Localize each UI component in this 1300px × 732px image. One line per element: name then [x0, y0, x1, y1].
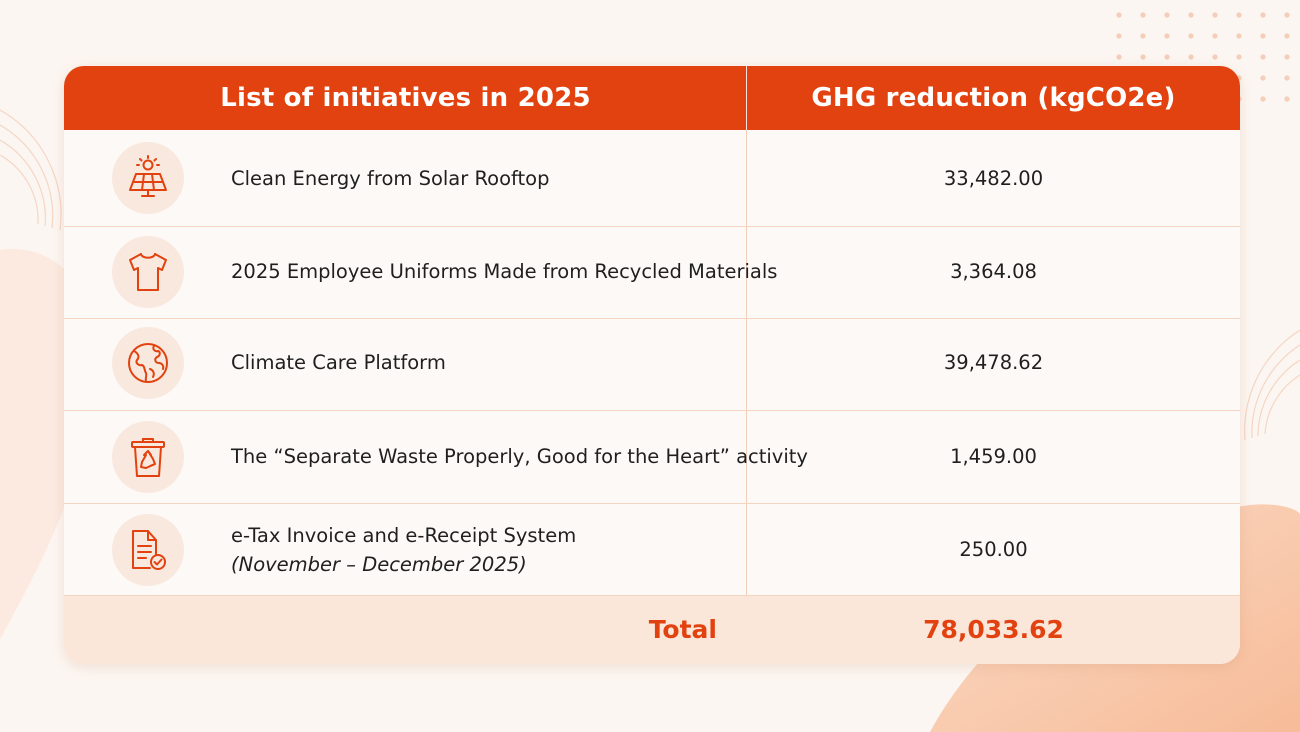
decoration-dot [1164, 12, 1170, 18]
decoration-dot [1260, 54, 1266, 60]
initiative-label-main: e-Tax Invoice and e-Receipt System [231, 524, 577, 547]
decoration-dot [1284, 12, 1290, 18]
decoration-dot [1236, 33, 1242, 39]
initiative-label: Clean Energy from Solar Rooftop [231, 167, 550, 190]
ghg-value: 250.00 [959, 538, 1028, 561]
decoration-dot [1236, 54, 1242, 60]
total-row: Total 78,033.62 [64, 596, 1240, 664]
initiative-label: The “Separate Waste Properly, Good for t… [231, 445, 808, 468]
globe-icon [112, 327, 184, 399]
decoration-dot [1164, 54, 1170, 60]
solar-panel-icon [112, 142, 184, 214]
decoration-dot [1260, 96, 1266, 102]
decoration-dot [1116, 12, 1122, 18]
decoration-dot [1116, 33, 1122, 39]
decoration-dot [1284, 75, 1290, 81]
ghg-value: 1,459.00 [950, 445, 1037, 468]
initiative-label: e-Tax Invoice and e-Receipt System (Nove… [231, 524, 576, 576]
initiative-label: 2025 Employee Uniforms Made from Recycle… [231, 260, 778, 283]
document-check-icon [112, 514, 184, 586]
decoration-dot [1212, 12, 1218, 18]
decoration-dot [1284, 96, 1290, 102]
decoration-dot [1284, 33, 1290, 39]
decoration-dot [1116, 54, 1122, 60]
t-shirt-icon [112, 236, 184, 308]
ghg-value: 3,364.08 [950, 260, 1037, 283]
table-header: List of initiatives in 2025 GHG reductio… [64, 66, 1240, 130]
decoration-dot [1140, 33, 1146, 39]
header-divider [746, 66, 747, 130]
ghg-value: 33,482.00 [943, 167, 1044, 190]
decoration-dot [1188, 33, 1194, 39]
total-value: 78,033.62 [923, 615, 1064, 644]
recycle-bin-icon [112, 421, 184, 493]
table-row: Clean Energy from Solar Rooftop 33,482.0… [64, 130, 1240, 227]
decoration-dot [1236, 12, 1242, 18]
ghg-value: 39,478.62 [943, 351, 1044, 374]
table-row: The “Separate Waste Properly, Good for t… [64, 411, 1240, 504]
header-initiatives: List of initiatives in 2025 [220, 83, 591, 113]
initiatives-table: List of initiatives in 2025 GHG reductio… [64, 66, 1240, 664]
decoration-dot [1284, 54, 1290, 60]
decoration-dot [1260, 75, 1266, 81]
table-row: Climate Care Platform 39,478.62 [64, 319, 1240, 411]
decoration-dot [1260, 12, 1266, 18]
column-divider [746, 130, 747, 664]
decoration-dot [1140, 12, 1146, 18]
decoration-dot [1212, 33, 1218, 39]
initiative-label-period: (November – December 2025) [231, 553, 527, 576]
table-row: e-Tax Invoice and e-Receipt System (Nove… [64, 504, 1240, 596]
decoration-dot [1212, 54, 1218, 60]
decoration-dot [1164, 33, 1170, 39]
decoration-dot [1260, 33, 1266, 39]
initiative-label: Climate Care Platform [231, 351, 446, 374]
header-ghg-reduction: GHG reduction (kgCO2e) [811, 83, 1176, 113]
total-label: Total [648, 615, 717, 644]
table-row: 2025 Employee Uniforms Made from Recycle… [64, 227, 1240, 319]
decoration-dot [1140, 54, 1146, 60]
decoration-dot [1188, 54, 1194, 60]
decoration-dot [1188, 12, 1194, 18]
